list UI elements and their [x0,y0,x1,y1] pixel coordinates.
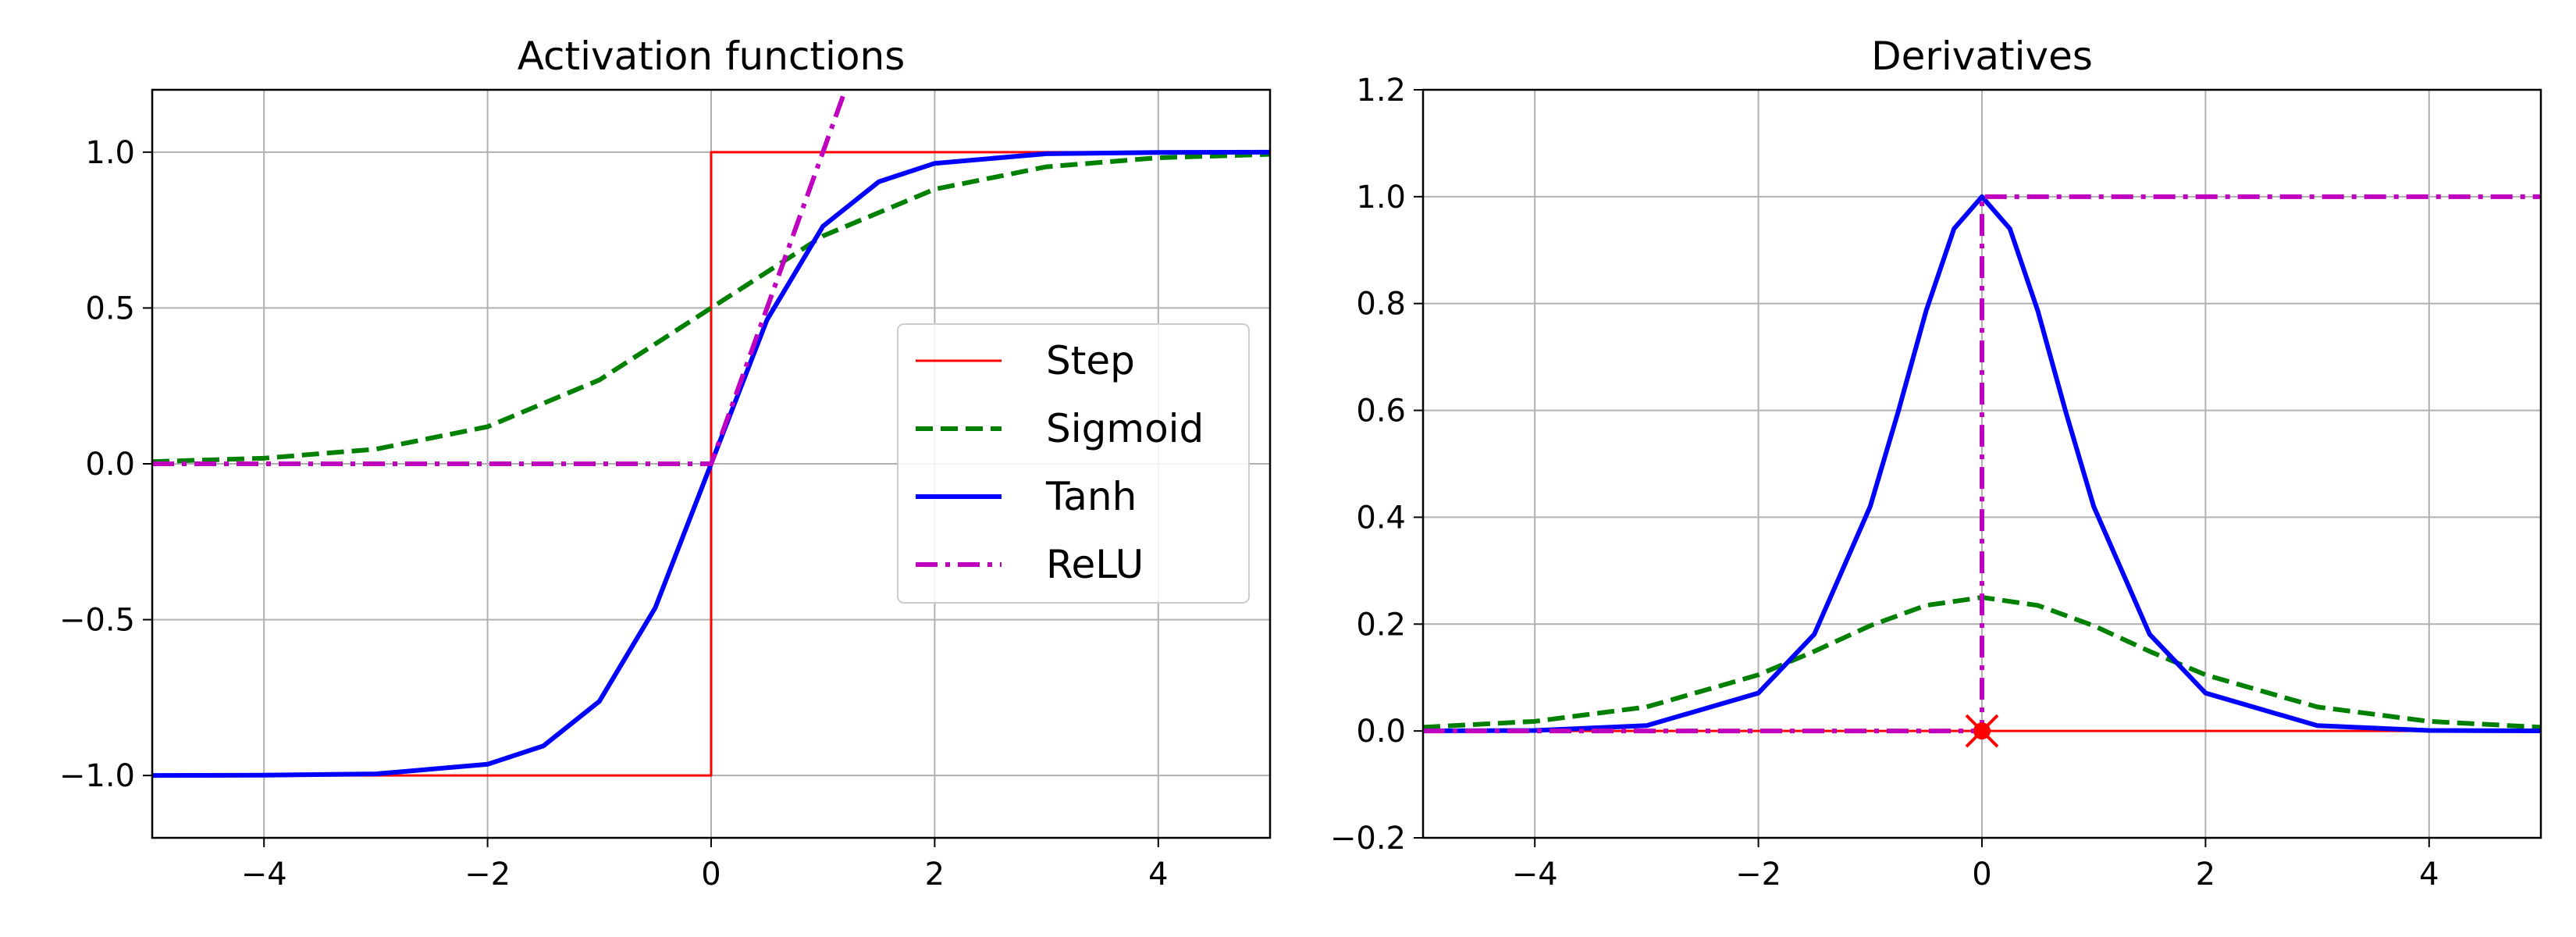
y-tick-label: 1.2 [1356,73,1406,109]
chart-title: Activation functions [518,34,906,79]
x-tick-label: 4 [2419,857,2439,892]
legend-label-tanh: Tanh [1045,474,1137,519]
marker-dot [1973,722,1991,740]
y-tick-label: 0.8 [1356,287,1406,322]
y-tick-label: 0.2 [1356,607,1406,643]
plot-area [152,90,1270,778]
series-tanh-line [1423,194,2541,734]
x-tick-label: −2 [1735,857,1781,892]
x-tick-label: 4 [1148,857,1168,892]
y-tick-label: −0.5 [59,603,135,639]
y-tick-label: −1.0 [59,758,135,794]
y-tick-label: 0.0 [85,447,135,483]
x-tick-label: 0 [701,857,720,892]
x-tick-label: 2 [2196,857,2215,892]
legend: Step Sigmoid Tanh ReLU [897,323,1250,604]
legend-label-step: Step [1046,338,1135,383]
legend-label-sigmoid: Sigmoid [1046,406,1204,451]
y-tick-label: −0.2 [1330,821,1406,857]
y-tick-label: 0.0 [1356,714,1406,750]
y-tick-label: 1.0 [85,135,135,171]
y-tick-label: 0.6 [1356,394,1406,429]
activation-functions-panel: −4 −2 0 2 4 −1.0 −0.5 0.0 0.5 1.0 Activation funct… [59,34,1272,892]
derivatives-panel: −4 −2 0 2 4 −0.2 0.0 0.2 0.4 0.6 0.8 1.0 1.2 Derivati… [1330,34,2542,892]
legend-box [897,323,1250,604]
x-tick-label: −4 [1512,857,1558,892]
chart-title: Derivatives [1871,34,2093,79]
x-tick-label: −4 [241,857,287,892]
series-sigmoid-line [152,151,1270,465]
y-tick-label: 0.4 [1356,500,1406,536]
y-tick-label: 0.5 [85,290,135,326]
legend-label-relu: ReLU [1046,542,1144,587]
x-tick-label: −2 [464,857,511,892]
x-tick-label: 2 [925,857,945,892]
x-tick-label: 0 [1972,857,1991,892]
series-relu-line [152,90,848,466]
y-tick-label: 1.0 [1356,180,1406,216]
